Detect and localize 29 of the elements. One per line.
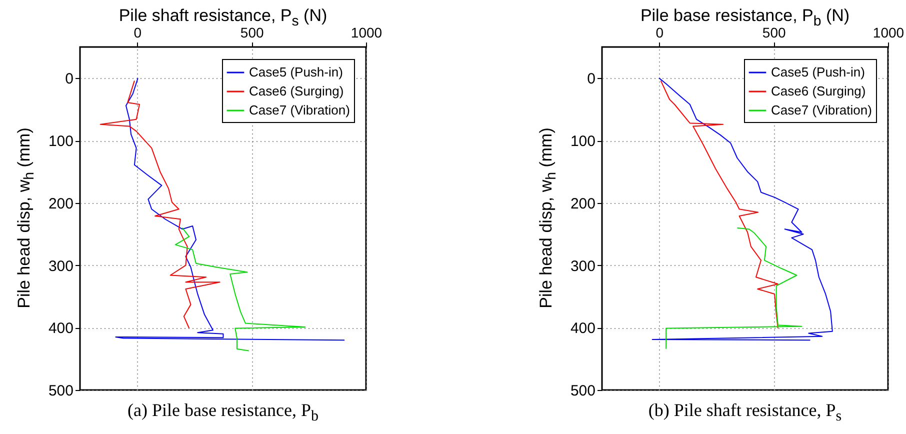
x-tick-label: 1000 bbox=[872, 24, 904, 40]
x-tick-label: 0 bbox=[656, 24, 664, 40]
x-tick-label: 1000 bbox=[350, 24, 382, 40]
legend-label: Case6 (Surging) bbox=[771, 84, 866, 98]
x-tick-label: 0 bbox=[134, 24, 142, 40]
y-tick-label: 200 bbox=[48, 195, 74, 212]
y-tick-label: 400 bbox=[48, 320, 74, 338]
x-tick-label: 500 bbox=[762, 24, 786, 40]
line-series bbox=[666, 227, 802, 350]
legend-label: Case7 (Vibration) bbox=[771, 102, 872, 118]
y-tick-label: 100 bbox=[48, 133, 74, 150]
y-tick-label: 400 bbox=[570, 320, 596, 338]
line-series bbox=[174, 227, 306, 352]
legend-label: Case6 (Surging) bbox=[249, 84, 344, 98]
y-tick-label: 0 bbox=[65, 70, 74, 88]
legend-label: Case5 (Push-in) bbox=[771, 64, 865, 80]
y-tick-label: 300 bbox=[570, 258, 596, 275]
y-tick-label: 500 bbox=[570, 382, 596, 400]
x-tick-label: 500 bbox=[240, 24, 264, 40]
text: (b) Pile shaft resistance, P$_{s}$ bbox=[647, 400, 843, 426]
y-tick-label: 500 bbox=[48, 382, 74, 400]
y-tick-label: 0 bbox=[587, 70, 596, 88]
y-tick-label: 100 bbox=[570, 133, 596, 150]
y-tick-label: 300 bbox=[48, 258, 74, 275]
text: (a) Pile base resistance, P$_{b}$ bbox=[126, 400, 320, 426]
legend-label: Case5 (Push-in) bbox=[249, 64, 343, 80]
y-tick-label: 200 bbox=[570, 195, 596, 212]
legend-label: Case7 (Vibration) bbox=[249, 102, 350, 118]
line-series bbox=[100, 80, 220, 329]
